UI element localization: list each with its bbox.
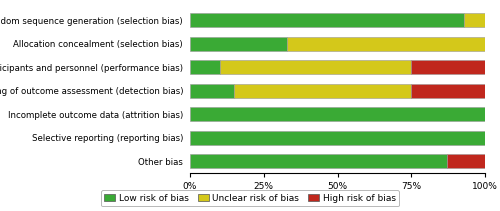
Bar <box>190 154 446 168</box>
Bar <box>190 107 485 121</box>
Legend: Low risk of bias, Unclear risk of bias, High risk of bias: Low risk of bias, Unclear risk of bias, … <box>101 190 399 207</box>
Bar <box>446 154 485 168</box>
Bar <box>411 84 485 97</box>
Bar <box>190 60 220 74</box>
Bar <box>190 131 485 145</box>
Bar <box>411 60 485 74</box>
Bar <box>464 13 485 27</box>
Bar <box>190 37 288 50</box>
Bar <box>190 84 234 97</box>
Bar <box>288 37 485 50</box>
Bar <box>220 60 411 74</box>
Bar <box>190 13 464 27</box>
Bar <box>234 84 411 97</box>
